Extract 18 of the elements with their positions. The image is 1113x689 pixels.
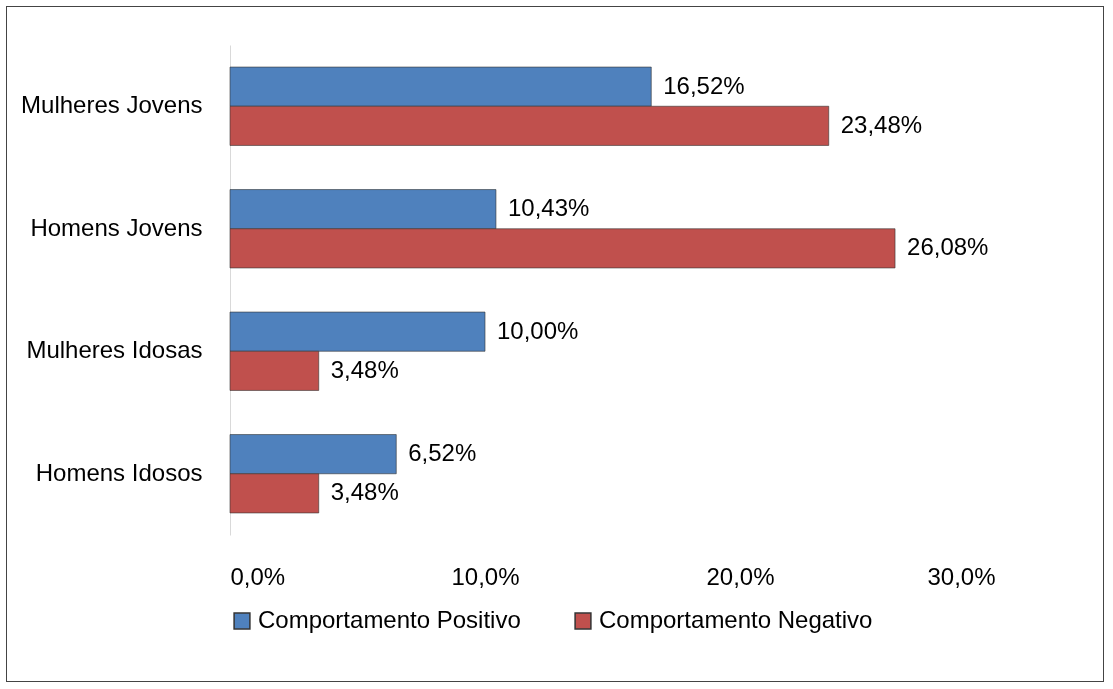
data-label: 3,48%	[330, 355, 399, 383]
data-label: 16,52%	[663, 71, 745, 99]
y-tick-label: Homens Idosos	[35, 458, 203, 486]
x-tick-label: 10,0%	[451, 562, 520, 590]
x-tick-label: 20,0%	[706, 562, 775, 590]
data-label: 3,48%	[330, 478, 399, 506]
x-tick-label: 30,0%	[927, 562, 996, 590]
data-label: 23,48%	[840, 110, 923, 138]
y-tick-label: Mulheres Idosas	[26, 336, 203, 364]
legend-label: Comportamento Positivo	[258, 606, 521, 633]
data-label: 10,00%	[497, 316, 579, 344]
data-label: 26,08%	[907, 233, 989, 261]
x-tick-label: 0,0%	[230, 562, 286, 590]
data-label: 6,52%	[408, 439, 477, 467]
y-tick-label: Homens Jovens	[30, 213, 203, 241]
legend-label: Comportamento Negativo	[599, 606, 873, 633]
y-tick-label: Mulheres Jovens	[21, 91, 203, 119]
data-label: 10,43%	[507, 194, 590, 222]
